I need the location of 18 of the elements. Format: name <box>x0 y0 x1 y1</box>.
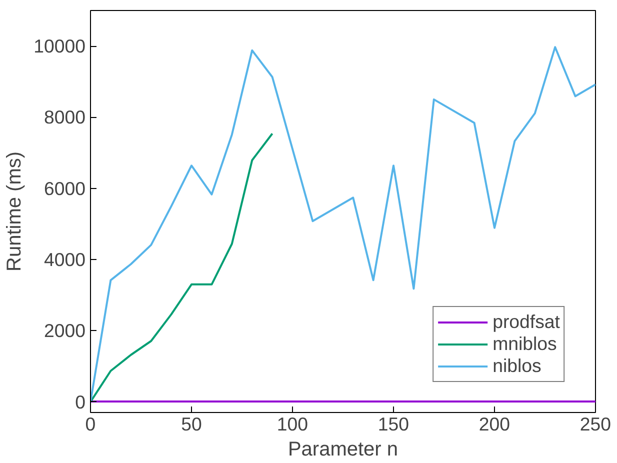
x-tick-label: 50 <box>181 414 202 434</box>
x-tick-label: 250 <box>580 414 612 434</box>
y-tick-label: 0 <box>75 391 86 412</box>
y-tick-label: 8000 <box>44 106 86 128</box>
x-tick-label: 200 <box>478 414 510 434</box>
y-tick-label: 10000 <box>34 36 86 57</box>
line-series <box>90 46 596 403</box>
legend-label: prodfsat <box>492 311 560 333</box>
x-tick-label: 150 <box>378 414 410 434</box>
y-tick-label: 2000 <box>44 320 86 342</box>
y-tick-label: 6000 <box>44 178 86 199</box>
line-series <box>90 132 274 403</box>
y-tick-label: 4000 <box>44 249 86 270</box>
x-tick-label: 100 <box>276 414 308 434</box>
y-axis-title: Runtime (ms) <box>4 151 26 272</box>
legend-label: niblos <box>492 355 542 377</box>
legend-label: mniblos <box>492 333 557 355</box>
x-axis-title: Parameter n <box>288 438 398 460</box>
